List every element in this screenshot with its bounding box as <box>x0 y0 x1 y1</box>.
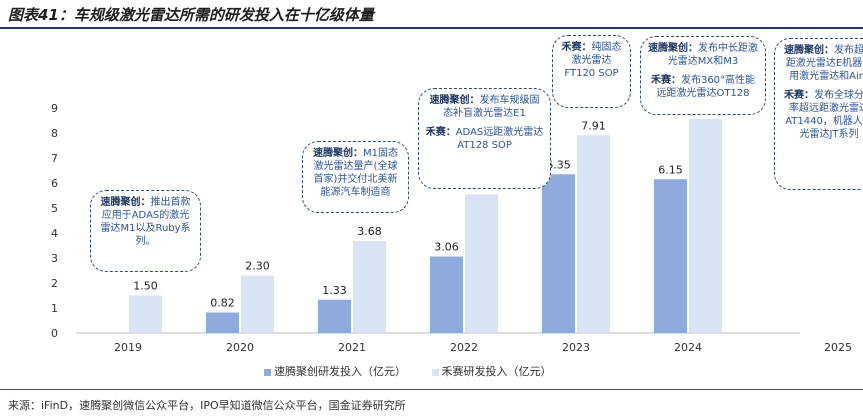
annotation-paragraph: 禾赛：纯固态激光雷达FT120 SOP <box>559 41 624 80</box>
annotation-text: 推出首款应用于ADAS的激光雷达M1以及Ruby系列。 <box>100 197 191 247</box>
annotation-text: 发布超远距激光雷达E机器人用激光雷达和Airy <box>785 45 863 82</box>
bar-robosense <box>654 179 687 333</box>
title-underline <box>0 27 863 29</box>
y-tick-label: 8 <box>51 127 58 140</box>
y-tick-label: 0 <box>51 327 58 340</box>
data-label-hesai: 7.91 <box>581 119 606 132</box>
y-tick-label: 9 <box>51 102 58 115</box>
x-tick-label: 2023 <box>562 341 590 354</box>
annotation-text: 纯固态激光雷达FT120 SOP <box>564 42 622 79</box>
data-label-robosense: 6.35 <box>546 158 571 171</box>
annotation-company: 禾赛： <box>650 75 681 86</box>
data-label-robosense: 1.33 <box>322 284 347 297</box>
annotation-paragraph: 速腾聚创：推出首款应用于ADAS的激光雷达M1以及Ruby系列。 <box>97 196 194 248</box>
annotation-company: 禾赛： <box>561 42 592 53</box>
y-tick-label: 2 <box>51 277 58 290</box>
annotation-company: 速腾聚创： <box>429 95 480 106</box>
bar-robosense <box>206 312 239 333</box>
annotation-paragraph: 速腾聚创：M1固态激光雷达量产(全球首家)并交付北美新能源汽车制造商 <box>309 147 402 199</box>
chart-legend: 速腾聚创研发投入（亿元） 禾赛研发投入（亿元） <box>264 363 574 379</box>
annotation-text: 发布360°高性能远距激光雷达OT128 <box>656 75 756 99</box>
annotation-paragraph: 速腾聚创：发布中长距激光雷达MX和M3 <box>647 42 759 68</box>
data-label-robosense: 6.15 <box>658 163 683 176</box>
y-tick-label: 7 <box>51 152 58 165</box>
annotation-company: 禾赛： <box>784 90 814 101</box>
annotation-text: 发布车规级固态补盲激光雷达E1 <box>443 95 540 119</box>
annotation-company: 速腾聚创： <box>313 148 363 159</box>
legend-label-hesai: 禾赛研发投入（亿元） <box>441 365 552 378</box>
annotation-2025: 速腾聚创：发布超远距激光雷达E机器人用激光雷达和Airy 禾赛：发布全球分辨率超远… <box>774 38 863 190</box>
x-tick-label: 2025 <box>824 341 852 354</box>
data-label-hesai: 2.30 <box>245 260 270 273</box>
legend-item-hesai: 禾赛研发投入（亿元） <box>431 363 552 379</box>
y-tick-label: 5 <box>51 202 58 215</box>
legend-swatch-hesai <box>431 368 439 376</box>
bar-hesai <box>353 241 386 333</box>
annotation-text: 发布中长距激光雷达MX和M3 <box>667 43 758 67</box>
annotation-company: 速腾聚创： <box>100 197 151 208</box>
legend-swatch-robosense <box>264 368 271 376</box>
data-label-hesai: 1.50 <box>133 280 158 293</box>
annotation-2019: 速腾聚创：推出首款应用于ADAS的激光雷达M1以及Ruby系列。 <box>90 190 201 272</box>
x-tick-label: 2022 <box>450 341 478 354</box>
bar-robosense <box>318 299 351 333</box>
y-tick-label: 6 <box>51 177 58 190</box>
legend-label-robosense: 速腾聚创研发投入（亿元） <box>274 365 406 378</box>
data-label-robosense: 0.82 <box>210 297 235 310</box>
data-label-hesai: 3.68 <box>357 225 382 238</box>
x-tick-label: 2021 <box>338 341 366 354</box>
y-tick-label: 3 <box>51 252 58 265</box>
annotation-text: ADAS远距激光雷达AT128 SOP <box>455 127 544 151</box>
y-tick-label: 1 <box>51 302 58 315</box>
bar-hesai <box>129 295 162 333</box>
x-tick-label: 2019 <box>114 341 142 354</box>
annotation-2024: 速腾聚创：发布中长距激光雷达MX和M3 禾赛：发布360°高性能远距激光雷达OT1… <box>640 36 766 115</box>
annotation-paragraph: 禾赛：ADAS远距激光雷达AT128 SOP <box>425 126 544 152</box>
annotation-text: M1固态激光雷达量产(全球首家)并交付北美新能源汽车制造商 <box>313 148 398 198</box>
annotation-2021: 速腾聚创：M1固态激光雷达量产(全球首家)并交付北美新能源汽车制造商 <box>302 141 409 213</box>
x-tick-label: 2024 <box>674 341 702 354</box>
bar-hesai <box>577 135 610 333</box>
annotation-paragraph: 禾赛：发布360°高性能远距激光雷达OT128 <box>647 74 759 100</box>
bar-hesai <box>465 194 498 333</box>
figure-title: 图表41：车规级激光雷达所需的研发投入在十亿级体量 <box>8 6 374 24</box>
annotation-paragraph: 速腾聚创：发布超远距激光雷达E机器人用激光雷达和Airy <box>781 44 863 83</box>
bar-hesai <box>689 119 722 333</box>
annotation-company: 禾赛： <box>425 127 456 138</box>
annotation-2023: 禾赛：纯固态激光雷达FT120 SOP <box>552 35 631 108</box>
y-tick-label: 4 <box>51 227 58 240</box>
source-note: 来源：iFinD，速腾聚创微信公众平台，IPO早知道微信公众平台，国金证券研究所 <box>8 399 406 412</box>
legend-item-robosense: 速腾聚创研发投入（亿元） <box>264 363 406 379</box>
data-label-robosense: 3.06 <box>434 241 459 254</box>
bar-hesai <box>241 275 274 333</box>
source-divider <box>0 389 863 390</box>
bar-robosense <box>430 256 463 333</box>
annotation-paragraph: 速腾聚创：发布车规级固态补盲激光雷达E1 <box>425 94 544 120</box>
annotation-company: 速腾聚创： <box>784 45 834 56</box>
annotation-company: 速腾聚创： <box>648 43 698 54</box>
x-tick-label: 2020 <box>226 341 254 354</box>
annotation-2022: 速腾聚创：发布车规级固态补盲激光雷达E1 禾赛：ADAS远距激光雷达AT128 S… <box>418 88 551 189</box>
annotation-text: 发布全球分辨率超远距激光雷达AT1440，机器人激光雷达JT系列 <box>785 90 863 140</box>
bar-chart: 0 1 2 3 4 5 6 7 8 9 2019 2020 2021 2022 2023 2024 2025 0.… <box>51 102 852 354</box>
annotation-paragraph: 禾赛：发布全球分辨率超远距激光雷达AT1440，机器人激光雷达JT系列 <box>781 89 863 141</box>
bar-robosense <box>542 174 575 333</box>
